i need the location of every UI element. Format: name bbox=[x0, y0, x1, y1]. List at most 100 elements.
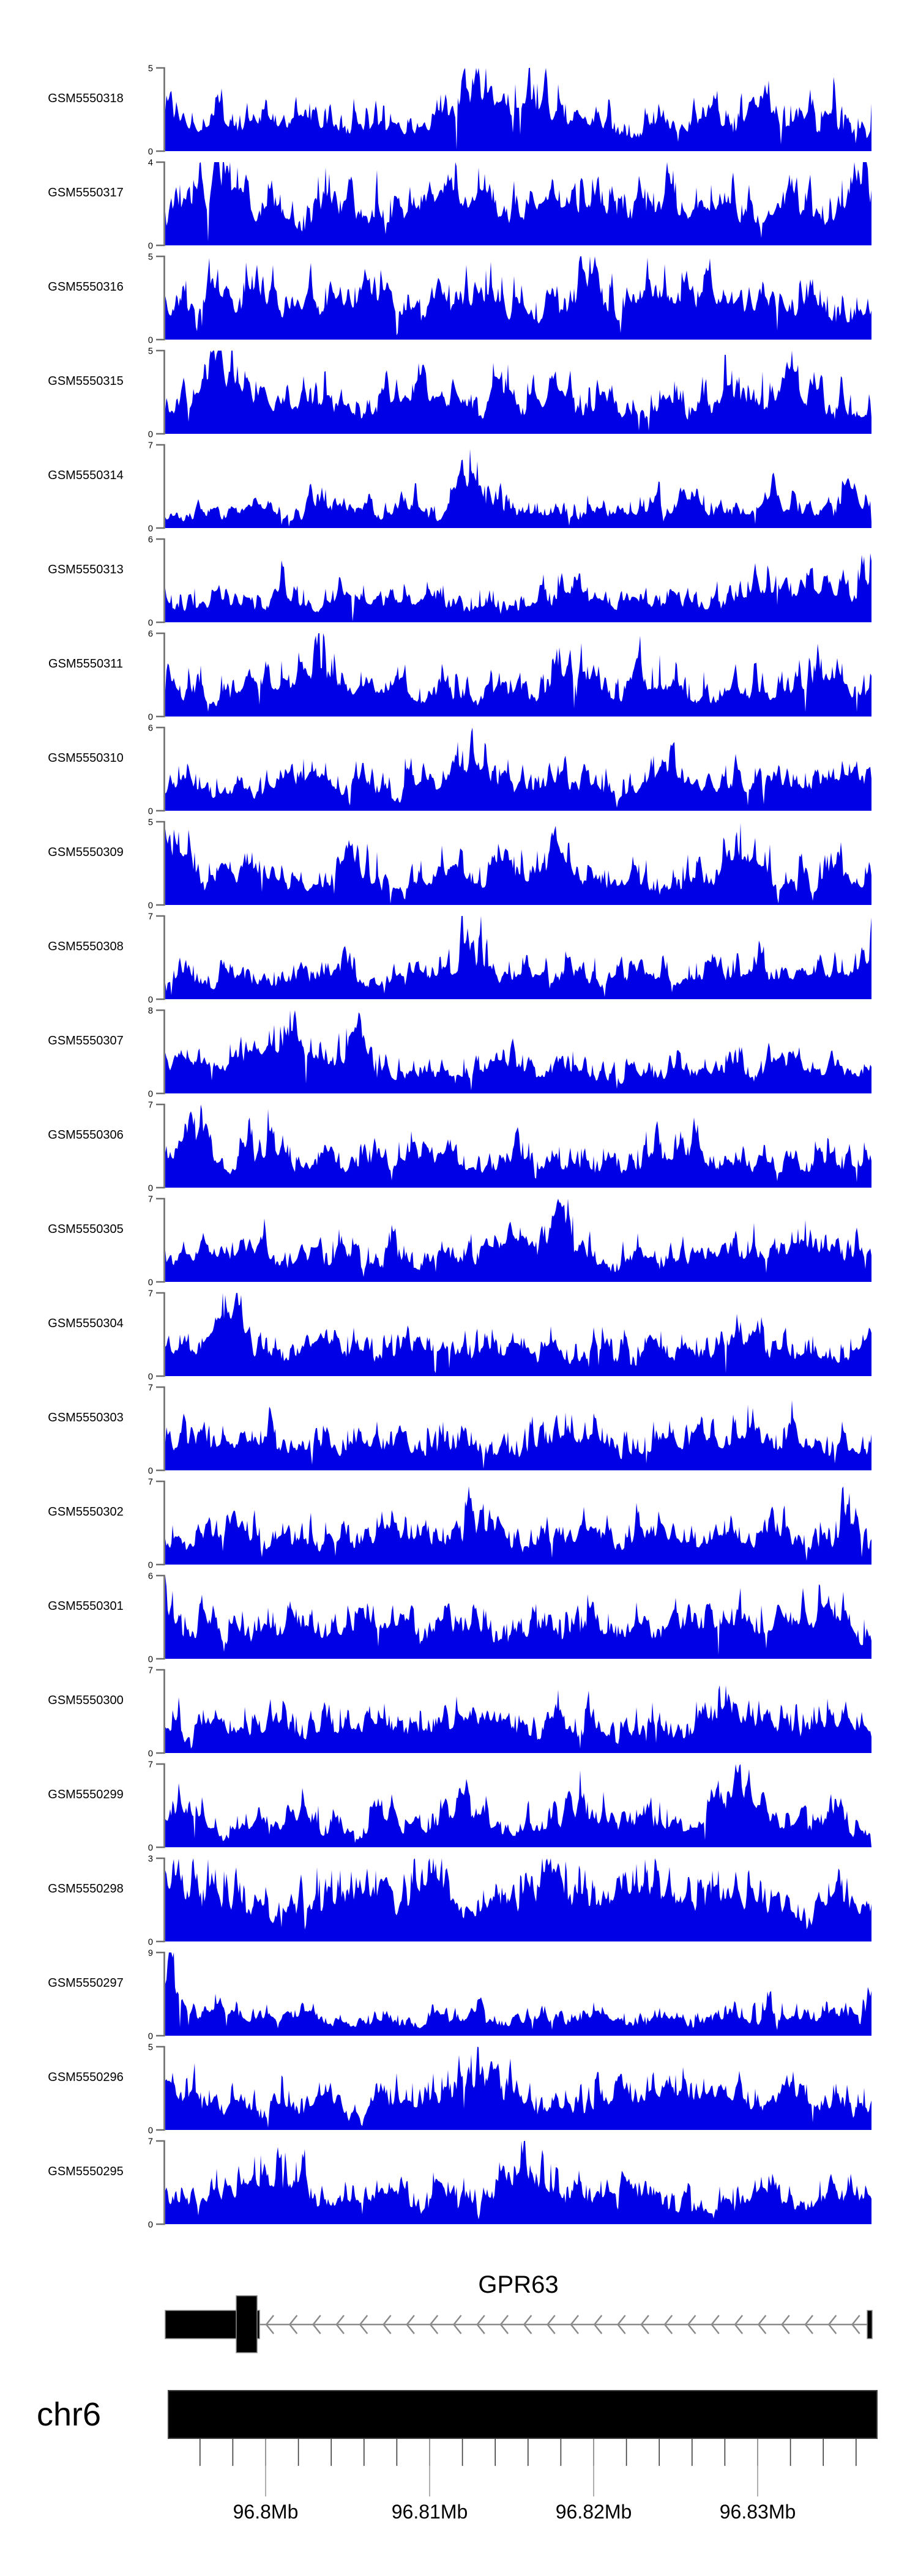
data-track-row: GSM5550310 6 0 bbox=[0, 716, 918, 817]
coverage-plot: 7 0 bbox=[148, 441, 871, 534]
yaxis-zero-label: 0 bbox=[148, 242, 153, 251]
strand-arrow-left-icon bbox=[429, 2315, 439, 2334]
yaxis-line bbox=[156, 444, 165, 529]
track-sample-label: GSM5550317 bbox=[48, 186, 124, 199]
yaxis-line bbox=[156, 255, 165, 341]
track-sample-label: GSM5550309 bbox=[48, 846, 124, 859]
strand-arrow-left-icon bbox=[570, 2315, 579, 2334]
axis-tick-label: 96.82Mb bbox=[556, 2501, 632, 2523]
track-sample-label: GSM5550295 bbox=[48, 2165, 124, 2178]
coverage-plot: 5 0 bbox=[148, 347, 871, 440]
yaxis-zero-label: 0 bbox=[148, 1749, 153, 1759]
coverage-signal-area bbox=[165, 822, 871, 905]
data-track-row: GSM5550307 8 0 bbox=[0, 999, 918, 1100]
strand-arrow-left-icon bbox=[711, 2315, 720, 2334]
chromosome-ideogram-bar bbox=[168, 2390, 878, 2439]
yaxis-line bbox=[156, 1669, 165, 1754]
gene-exon-box bbox=[867, 2310, 873, 2339]
track-sample-label: GSM5550297 bbox=[48, 1976, 124, 1990]
strand-arrow-left-icon bbox=[312, 2315, 321, 2334]
coverage-signal-area bbox=[165, 1104, 871, 1188]
data-track-row: GSM5550311 6 0 bbox=[0, 622, 918, 723]
track-sample-label: GSM5550316 bbox=[48, 280, 124, 294]
strand-arrow-left-icon bbox=[734, 2315, 744, 2334]
data-track-row: GSM5550317 4 0 bbox=[0, 151, 918, 252]
data-track-row: GSM5550300 7 0 bbox=[0, 1658, 918, 1760]
data-track-row: GSM5550297 9 0 bbox=[0, 1941, 918, 2042]
coverage-plot: 5 0 bbox=[148, 2043, 871, 2136]
yaxis-zero-label: 0 bbox=[148, 713, 153, 723]
track-sample-label: GSM5550302 bbox=[48, 1505, 124, 1519]
strand-arrow-left-icon bbox=[499, 2315, 509, 2334]
coverage-plot: 7 0 bbox=[148, 1666, 871, 1759]
data-track-row: GSM5550302 7 0 bbox=[0, 1470, 918, 1571]
yaxis-zero-label: 0 bbox=[148, 1561, 153, 1571]
data-track-row: GSM5550299 7 0 bbox=[0, 1752, 918, 1854]
track-sample-label: GSM5550303 bbox=[48, 1411, 124, 1424]
coverage-signal-area bbox=[165, 1293, 871, 1376]
track-sample-label: GSM5550315 bbox=[48, 374, 124, 388]
yaxis-line bbox=[156, 1574, 165, 1660]
yaxis-line bbox=[156, 821, 165, 906]
strand-arrow-left-icon bbox=[452, 2315, 462, 2334]
coverage-plot: 8 0 bbox=[148, 1007, 871, 1100]
genome-axis: 96.8Mb 96.81Mb 96.82Mb 96.83Mb bbox=[199, 2439, 857, 2523]
track-sample-label: GSM5550304 bbox=[48, 1317, 124, 1330]
strand-arrow-left-icon bbox=[781, 2315, 790, 2334]
yaxis-max-label: 7 bbox=[148, 1195, 153, 1205]
coverage-plot: 7 0 bbox=[148, 1760, 871, 1853]
yaxis-line bbox=[156, 1292, 165, 1377]
data-track-row: GSM5550315 5 0 bbox=[0, 339, 918, 441]
strand-arrow-left-icon bbox=[827, 2315, 837, 2334]
data-track-row: GSM5550301 6 0 bbox=[0, 1564, 918, 1666]
coverage-plot: 9 0 bbox=[148, 1949, 871, 2042]
track-sample-label: GSM5550313 bbox=[48, 563, 124, 576]
strand-arrow-left-icon bbox=[335, 2315, 345, 2334]
coverage-signal-area bbox=[165, 449, 871, 528]
track-sample-label: GSM5550314 bbox=[48, 469, 124, 482]
yaxis-max-label: 4 bbox=[148, 158, 153, 168]
coverage-plot: 7 0 bbox=[148, 1195, 871, 1288]
yaxis-line bbox=[156, 2140, 165, 2225]
yaxis-max-label: 5 bbox=[148, 253, 153, 262]
coverage-signal-area bbox=[165, 1010, 871, 1093]
strand-arrow-left-icon bbox=[663, 2315, 673, 2334]
strand-arrow-left-icon bbox=[359, 2315, 368, 2334]
data-track-row: GSM5550316 5 0 bbox=[0, 245, 918, 346]
coverage-plot: 5 0 bbox=[148, 818, 871, 911]
strand-arrow-left-icon bbox=[804, 2315, 813, 2334]
yaxis-max-label: 5 bbox=[148, 64, 153, 74]
track-sample-label: GSM5550305 bbox=[48, 1223, 124, 1236]
yaxis-zero-label: 0 bbox=[148, 1278, 153, 1288]
axis-tick-label: 96.83Mb bbox=[720, 2501, 796, 2523]
coverage-signal-area bbox=[165, 1199, 871, 1282]
strand-arrow-left-icon bbox=[406, 2315, 415, 2334]
yaxis-max-label: 7 bbox=[148, 1760, 153, 1770]
data-track-row: GSM5550296 5 0 bbox=[0, 2035, 918, 2137]
coverage-plot: 6 0 bbox=[148, 630, 871, 723]
strand-arrow-left-icon bbox=[851, 2315, 860, 2334]
coverage-plot: 6 0 bbox=[148, 535, 871, 628]
yaxis-max-label: 8 bbox=[148, 1007, 153, 1016]
coverage-signal-area bbox=[165, 1400, 871, 1470]
yaxis-line bbox=[156, 1386, 165, 1472]
yaxis-zero-label: 0 bbox=[148, 2032, 153, 2042]
yaxis-zero-label: 0 bbox=[148, 1844, 153, 1853]
yaxis-max-label: 6 bbox=[148, 630, 153, 639]
yaxis-line bbox=[156, 67, 165, 152]
axis-tick-label: 96.8Mb bbox=[233, 2501, 299, 2523]
yaxis-max-label: 5 bbox=[148, 347, 153, 357]
yaxis-max-label: 7 bbox=[148, 2137, 153, 2147]
yaxis-zero-label: 0 bbox=[148, 524, 153, 534]
coverage-signal-area bbox=[165, 256, 871, 340]
yaxis-zero-label: 0 bbox=[148, 1372, 153, 1382]
yaxis-line bbox=[156, 161, 165, 247]
coverage-plot: 6 0 bbox=[148, 1572, 871, 1665]
strand-arrow-left-icon bbox=[382, 2315, 392, 2334]
yaxis-zero-label: 0 bbox=[148, 147, 153, 157]
coverage-signal-area bbox=[165, 1576, 871, 1659]
yaxis-max-label: 6 bbox=[148, 724, 153, 734]
coverage-plot: 7 0 bbox=[148, 2137, 871, 2230]
yaxis-zero-label: 0 bbox=[148, 996, 153, 1005]
